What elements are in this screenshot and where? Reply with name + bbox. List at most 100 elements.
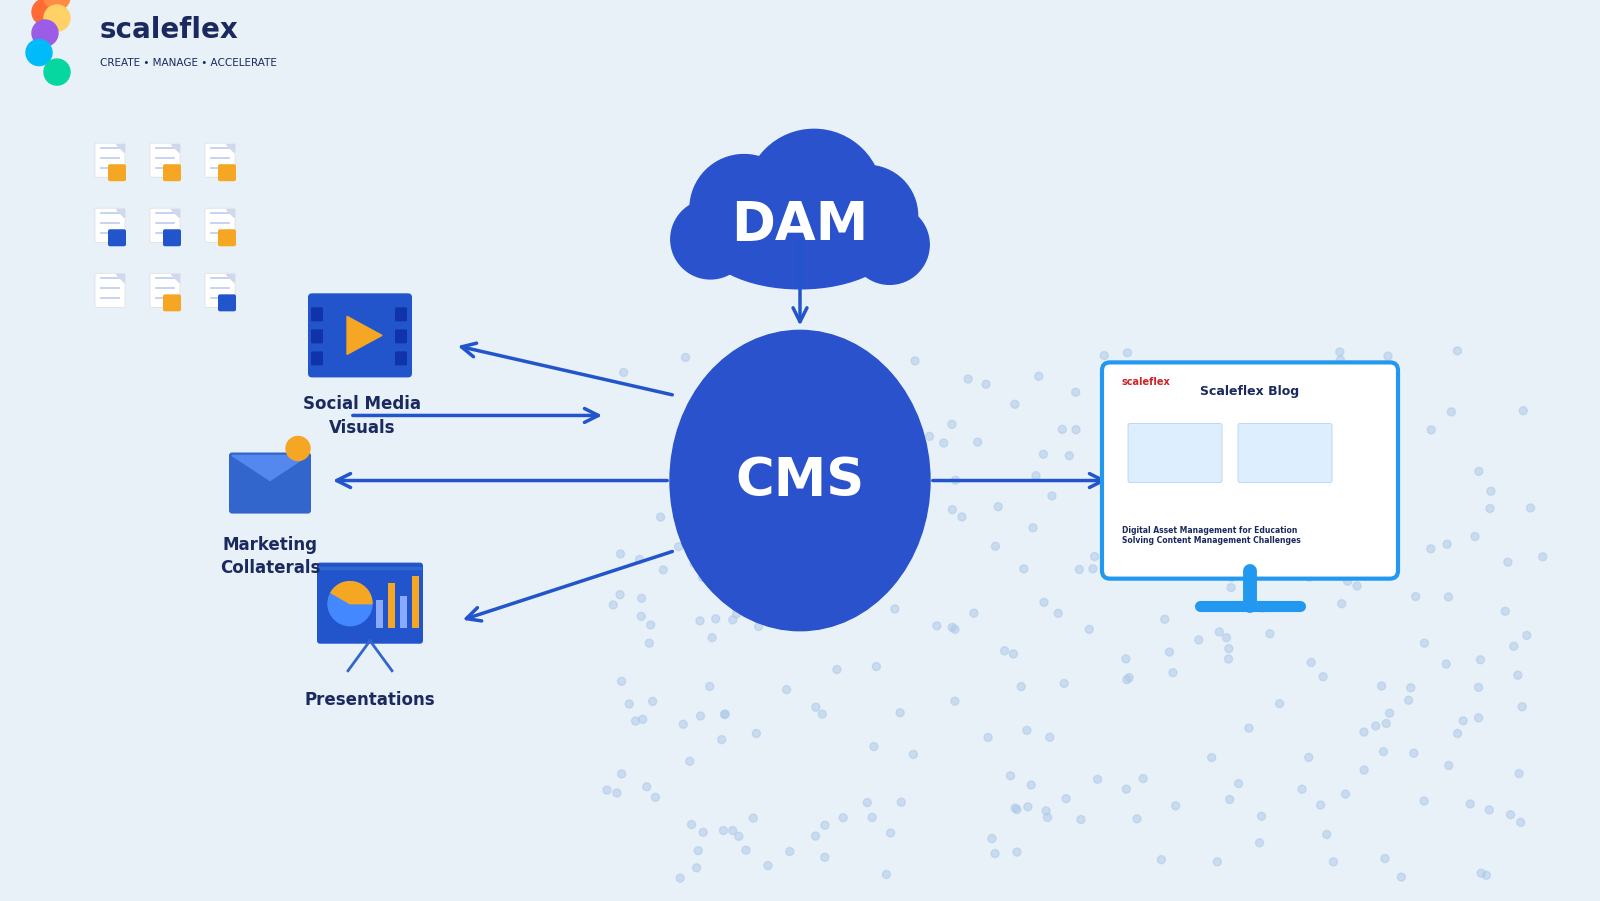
Circle shape: [1213, 858, 1221, 866]
Circle shape: [1040, 450, 1048, 459]
Circle shape: [1510, 642, 1518, 651]
Circle shape: [733, 426, 741, 434]
Circle shape: [1386, 709, 1394, 717]
Circle shape: [758, 385, 766, 393]
Polygon shape: [226, 144, 234, 152]
Circle shape: [1520, 406, 1528, 414]
Circle shape: [656, 514, 664, 521]
Circle shape: [1298, 785, 1306, 793]
Circle shape: [1442, 660, 1450, 668]
Circle shape: [1445, 593, 1453, 601]
Circle shape: [1331, 464, 1339, 471]
Text: CMS: CMS: [736, 454, 864, 506]
Circle shape: [882, 423, 890, 431]
FancyBboxPatch shape: [94, 208, 125, 242]
Circle shape: [1286, 461, 1294, 469]
Circle shape: [1397, 873, 1405, 881]
Circle shape: [814, 452, 822, 460]
FancyBboxPatch shape: [387, 583, 395, 628]
Circle shape: [670, 200, 750, 279]
Circle shape: [1466, 800, 1474, 808]
FancyBboxPatch shape: [1128, 423, 1222, 483]
Circle shape: [1339, 482, 1347, 489]
Circle shape: [686, 757, 694, 765]
Circle shape: [1266, 630, 1274, 638]
Circle shape: [1360, 766, 1368, 774]
Circle shape: [1379, 748, 1387, 756]
Circle shape: [1136, 453, 1144, 461]
Circle shape: [1410, 750, 1418, 757]
Circle shape: [1317, 391, 1325, 399]
Ellipse shape: [702, 190, 898, 289]
Wedge shape: [331, 582, 371, 604]
Circle shape: [818, 432, 826, 440]
Circle shape: [706, 682, 714, 690]
FancyBboxPatch shape: [317, 562, 422, 643]
FancyBboxPatch shape: [395, 351, 406, 366]
Circle shape: [712, 531, 720, 539]
Circle shape: [1334, 486, 1342, 494]
Circle shape: [1046, 733, 1054, 742]
Circle shape: [1507, 811, 1515, 819]
FancyBboxPatch shape: [150, 273, 179, 307]
Circle shape: [982, 380, 990, 388]
Circle shape: [1093, 776, 1101, 783]
Circle shape: [909, 751, 917, 759]
Circle shape: [898, 798, 906, 806]
FancyBboxPatch shape: [109, 229, 126, 246]
Circle shape: [1222, 633, 1230, 642]
Circle shape: [1123, 349, 1131, 357]
Circle shape: [776, 551, 784, 559]
Circle shape: [1139, 390, 1147, 398]
Circle shape: [1123, 570, 1131, 578]
Circle shape: [1360, 455, 1368, 463]
Circle shape: [947, 420, 955, 428]
Polygon shape: [226, 209, 234, 217]
Circle shape: [786, 848, 794, 855]
Circle shape: [1336, 356, 1344, 364]
Circle shape: [733, 539, 741, 547]
Circle shape: [733, 610, 741, 618]
FancyBboxPatch shape: [163, 229, 181, 246]
Circle shape: [1515, 769, 1523, 778]
Circle shape: [734, 833, 742, 841]
Circle shape: [45, 5, 70, 31]
Circle shape: [1101, 351, 1109, 359]
Circle shape: [950, 697, 958, 705]
Circle shape: [1421, 639, 1429, 647]
Circle shape: [891, 430, 899, 437]
Circle shape: [1040, 598, 1048, 606]
Circle shape: [1133, 815, 1141, 823]
Circle shape: [616, 591, 624, 599]
Circle shape: [1330, 858, 1338, 866]
Circle shape: [1387, 369, 1395, 377]
Circle shape: [1058, 425, 1066, 433]
Circle shape: [752, 730, 760, 737]
Circle shape: [821, 822, 829, 829]
Circle shape: [811, 703, 819, 711]
Circle shape: [1208, 753, 1216, 761]
Circle shape: [730, 512, 738, 520]
Circle shape: [1013, 848, 1021, 856]
FancyBboxPatch shape: [218, 164, 237, 181]
Circle shape: [763, 861, 771, 869]
FancyBboxPatch shape: [310, 351, 323, 366]
Circle shape: [1517, 818, 1525, 826]
Circle shape: [818, 710, 826, 718]
Circle shape: [910, 357, 918, 365]
Circle shape: [1523, 632, 1531, 640]
Circle shape: [1122, 655, 1130, 663]
Circle shape: [1160, 615, 1168, 623]
Circle shape: [1048, 492, 1056, 500]
Circle shape: [610, 601, 618, 609]
Text: scaleflex: scaleflex: [99, 16, 238, 44]
Circle shape: [754, 522, 762, 530]
Circle shape: [1482, 871, 1490, 879]
Circle shape: [675, 542, 683, 551]
FancyBboxPatch shape: [310, 307, 323, 322]
Circle shape: [1514, 671, 1522, 679]
Circle shape: [994, 503, 1002, 511]
Circle shape: [1122, 785, 1130, 793]
Circle shape: [1453, 730, 1461, 737]
Circle shape: [789, 532, 797, 540]
